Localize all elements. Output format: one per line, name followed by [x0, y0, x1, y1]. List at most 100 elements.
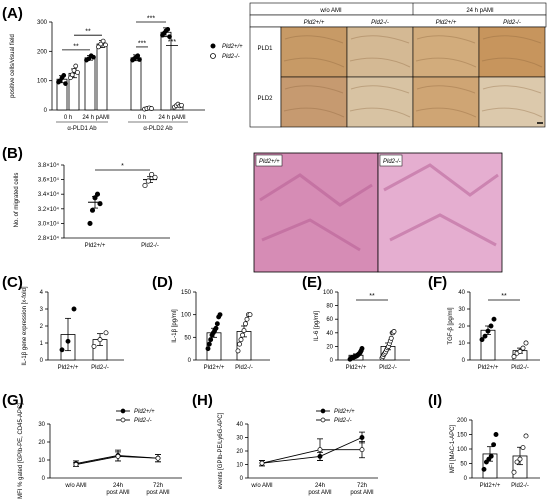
chart-e-x-label-1: Pld2-/- [379, 365, 397, 371]
chart-i-ytick-label-3: 150 [457, 433, 468, 439]
chart-i-point-0-0 [481, 466, 487, 472]
panel-label-b: (B) [2, 145, 23, 162]
chart-d-x-label-0: Pld2+/+ [204, 365, 225, 371]
micro-a-col-header-3: Pld2+/+ [436, 20, 457, 26]
chart-d-point-0-1 [206, 341, 212, 347]
chart-c-ytick-label-2: 2 [40, 324, 44, 330]
chart-b-point-0-3 [94, 191, 101, 197]
chart-g-ytick-label-2: 20 [38, 440, 45, 446]
chart-b-point-0-0 [87, 220, 93, 226]
chart-i-point-1-0 [511, 469, 517, 475]
chart-g-mfi-time: 0 10 20 30 MFI % gated [GPIb-PE, CD45-APC] w/… [18, 403, 182, 499]
chart-b-point-1-0 [142, 182, 148, 188]
micro-a-tile-r1-c3 [478, 76, 546, 128]
chart-i-point-0-5 [493, 432, 499, 437]
chart-c-point-0-1 [65, 338, 71, 344]
chart-b-point-1-1 [145, 178, 151, 184]
chart-c-x-label-1: Pld2-/- [91, 365, 109, 371]
chart-i-x-label-1: Pld2-/- [511, 483, 529, 489]
chart-c-point-1-0 [91, 343, 97, 349]
chart-b-point-0-2 [92, 195, 98, 201]
chart-b-ytick-label-1: 3.0×10⁴ [38, 220, 60, 227]
chart-e-point-1-10 [388, 335, 394, 341]
histo-b-label-box-ko [379, 154, 403, 167]
chart-a-sig-label-1: ** [85, 29, 91, 36]
chart-f-point-0-3 [488, 323, 494, 329]
chart-b-ytick-label-4: 3.6×10⁴ [38, 177, 60, 184]
chart-e-point-1-13 [391, 328, 397, 334]
legend-a: Pld2+/+ Pld2-/- [210, 43, 243, 60]
chart-h-x-label-2: 72h post AMI [350, 483, 374, 496]
chart-e-ytick-label-5: 100 [323, 290, 334, 296]
legend-a-label-wt: Pld2+/+ [222, 44, 243, 50]
chart-g-x-label-0: w/o AMI [64, 483, 87, 489]
chart-g-ytick-label-1: 10 [38, 458, 45, 464]
chart-a-point-s1-c0-3 [73, 63, 79, 69]
micro-a-col-header-4: Pld2-/- [503, 20, 521, 26]
chart-d-point-0-0 [205, 346, 211, 352]
micro-a-tile-r1-c1 [346, 76, 414, 128]
chart-a-ytick-label-1: 100 [37, 79, 48, 85]
micro-a-tile-texture-r0-c0 [283, 35, 345, 68]
chart-i-point-0-3 [488, 453, 494, 459]
chart-i-ytick-label-0: 0 [464, 476, 468, 482]
chart-f-ytick-label-1: 10 [458, 341, 465, 347]
chart-i-ytick-label-4: 200 [457, 418, 468, 424]
chart-g-ytick-label-0: 0 [42, 476, 46, 482]
chart-a-point-s0-c1-3 [91, 54, 96, 60]
histo-b-label-ko: Pld2-/- [383, 159, 401, 165]
micro-a-tile-r1-c0 [280, 76, 348, 128]
chart-a-point-s0-c2-4 [137, 57, 142, 62]
chart-d-ytick-label-0: 0 [188, 358, 192, 364]
micro-a-tile-texture-r0-c3 [481, 35, 543, 68]
chart-h-point-1-0 [259, 460, 265, 466]
chart-a-point-s1-c0-4 [75, 70, 80, 75]
chart-a-group-label-2: 0 h [138, 115, 146, 121]
chart-b-ytick-label-3: 3.4×10⁴ [38, 191, 60, 198]
chart-c-ytick-label-0: 0 [40, 358, 44, 364]
chart-d-ytick-label-3: 150 [181, 290, 192, 296]
legend-a-label-ko: Pld2-/- [222, 54, 240, 60]
panel-label-d: (D) [152, 274, 173, 291]
chart-a-y-label: positive cells/visual field [10, 34, 16, 98]
chart-a-antibody-label-1: α-PLD1 Ab [67, 126, 97, 132]
chart-d-point-1-0 [235, 348, 241, 354]
chart-h-legend-label-1: Pld2-/- [334, 418, 352, 424]
micro-a-row-header-col [249, 26, 282, 128]
chart-e-ytick-label-0: 0 [330, 358, 334, 364]
chart-e-x-label-0: Pld2+/+ [346, 365, 367, 371]
chart-h-events-time: 0 10 20 30 40 events [GPIb-PE/Ly6G-APC] w/o AM… [218, 408, 378, 496]
chart-d-x-label-1: Pld2-/- [235, 365, 253, 371]
chart-g-point-1-2 [155, 455, 161, 461]
chart-c-il1b-expression: 0 1 2 3 4 IL-1β gene expression [x-fold] Pld2+… [22, 286, 124, 371]
histology-b: Pld2+/+ Pld2-/- [253, 152, 503, 273]
chart-e-point-0-16 [359, 345, 365, 351]
chart-f-point-1-0 [511, 354, 517, 360]
chart-c-ytick-label-3: 3 [40, 307, 44, 313]
chart-d-point-0-9 [217, 312, 223, 318]
chart-d-point-1-2 [238, 337, 244, 343]
chart-f-tgfb: 0 10 20 30 40 TGF-β [pg/ml] Pld2+/+ Pld2-/- ** [448, 290, 540, 371]
chart-d-il1b: 0 50 100 150 IL-1β [pg/ml] Pld2+/+ Pld2-/- [172, 290, 270, 371]
micro-a-group-header-ami: 24 h pAMI [466, 8, 494, 14]
chart-f-sig-label: ** [501, 293, 507, 300]
chart-f-ytick-label-4: 40 [458, 290, 465, 296]
chart-h-y-label: events [GPIb-PE/Ly6G-APC] [218, 412, 224, 489]
chart-f-point-0-2 [485, 328, 491, 334]
chart-c-ytick-label-1: 1 [40, 341, 44, 347]
micro-a-tile-r0-c1 [346, 26, 414, 78]
chart-i-ytick-label-2: 100 [457, 447, 468, 453]
micro-a-group-header-baseline: w/o AMI [319, 8, 342, 14]
chart-g-x-label-2: 72h post AMI [146, 483, 170, 496]
chart-g-legend-marker-0 [120, 408, 126, 414]
chart-f-ytick-label-3: 30 [458, 307, 465, 313]
chart-c-point-0-0 [59, 347, 65, 353]
chart-i-x-label-0: Pld2+/+ [480, 483, 501, 489]
chart-h-x-label-1: 24h post AMI [308, 483, 332, 496]
micro-a-tile-r0-c0 [280, 26, 348, 78]
chart-i-y-label: MFI [MAC-1-APC] [450, 425, 456, 474]
panel-label-e: (E) [302, 274, 322, 291]
chart-d-point-1-6 [244, 316, 250, 322]
panel-label-f: (F) [428, 274, 447, 291]
